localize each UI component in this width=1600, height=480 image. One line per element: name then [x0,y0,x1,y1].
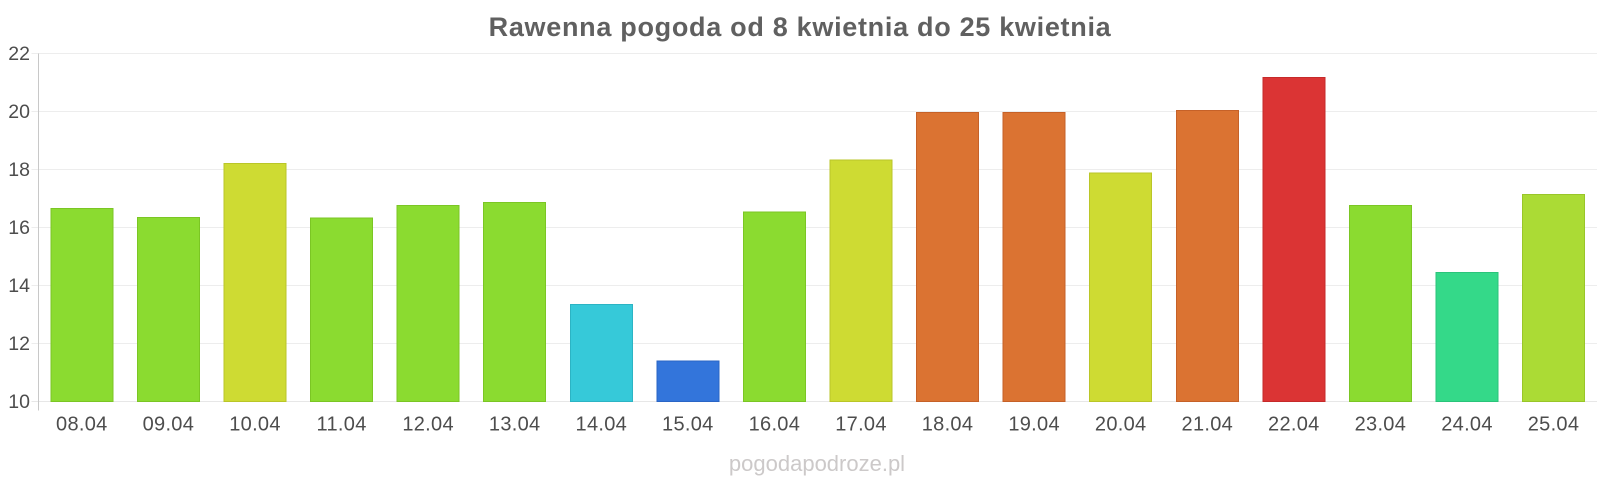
svg-text:18: 18 [8,159,30,181]
svg-text:16.04: 16.04 [749,414,801,436]
svg-text:14.04: 14.04 [576,414,628,436]
svg-text:20: 20 [8,101,30,123]
svg-text:17.04: 17.04 [835,414,887,436]
svg-text:12: 12 [8,333,30,355]
svg-text:19.04: 19.04 [1008,414,1060,436]
svg-text:10: 10 [8,391,30,413]
svg-text:22.04: 22.04 [1268,414,1320,436]
svg-text:24.04: 24.04 [1441,414,1493,436]
svg-text:11.04: 11.04 [317,414,367,436]
svg-text:08.04: 08.04 [56,414,108,436]
svg-text:23.04: 23.04 [1355,414,1407,436]
svg-text:13.04: 13.04 [489,414,541,436]
svg-text:25.04: 25.04 [1528,414,1580,436]
svg-text:21.04: 21.04 [1182,414,1234,436]
svg-text:pogodapodroze.pl: pogodapodroze.pl [729,451,905,476]
svg-text:12.04: 12.04 [402,414,454,436]
svg-text:16: 16 [8,217,30,239]
svg-text:18.04: 18.04 [922,414,974,436]
svg-text:14: 14 [8,275,30,297]
svg-text:20.04: 20.04 [1095,414,1147,436]
svg-text:22: 22 [8,43,30,65]
svg-text:15.04: 15.04 [662,414,714,436]
svg-text:09.04: 09.04 [143,414,195,436]
svg-text:10.04: 10.04 [229,414,281,436]
svg-text:Rawenna pogoda od 8 kwietnia d: Rawenna pogoda od 8 kwietnia do 25 kwiet… [489,12,1112,42]
